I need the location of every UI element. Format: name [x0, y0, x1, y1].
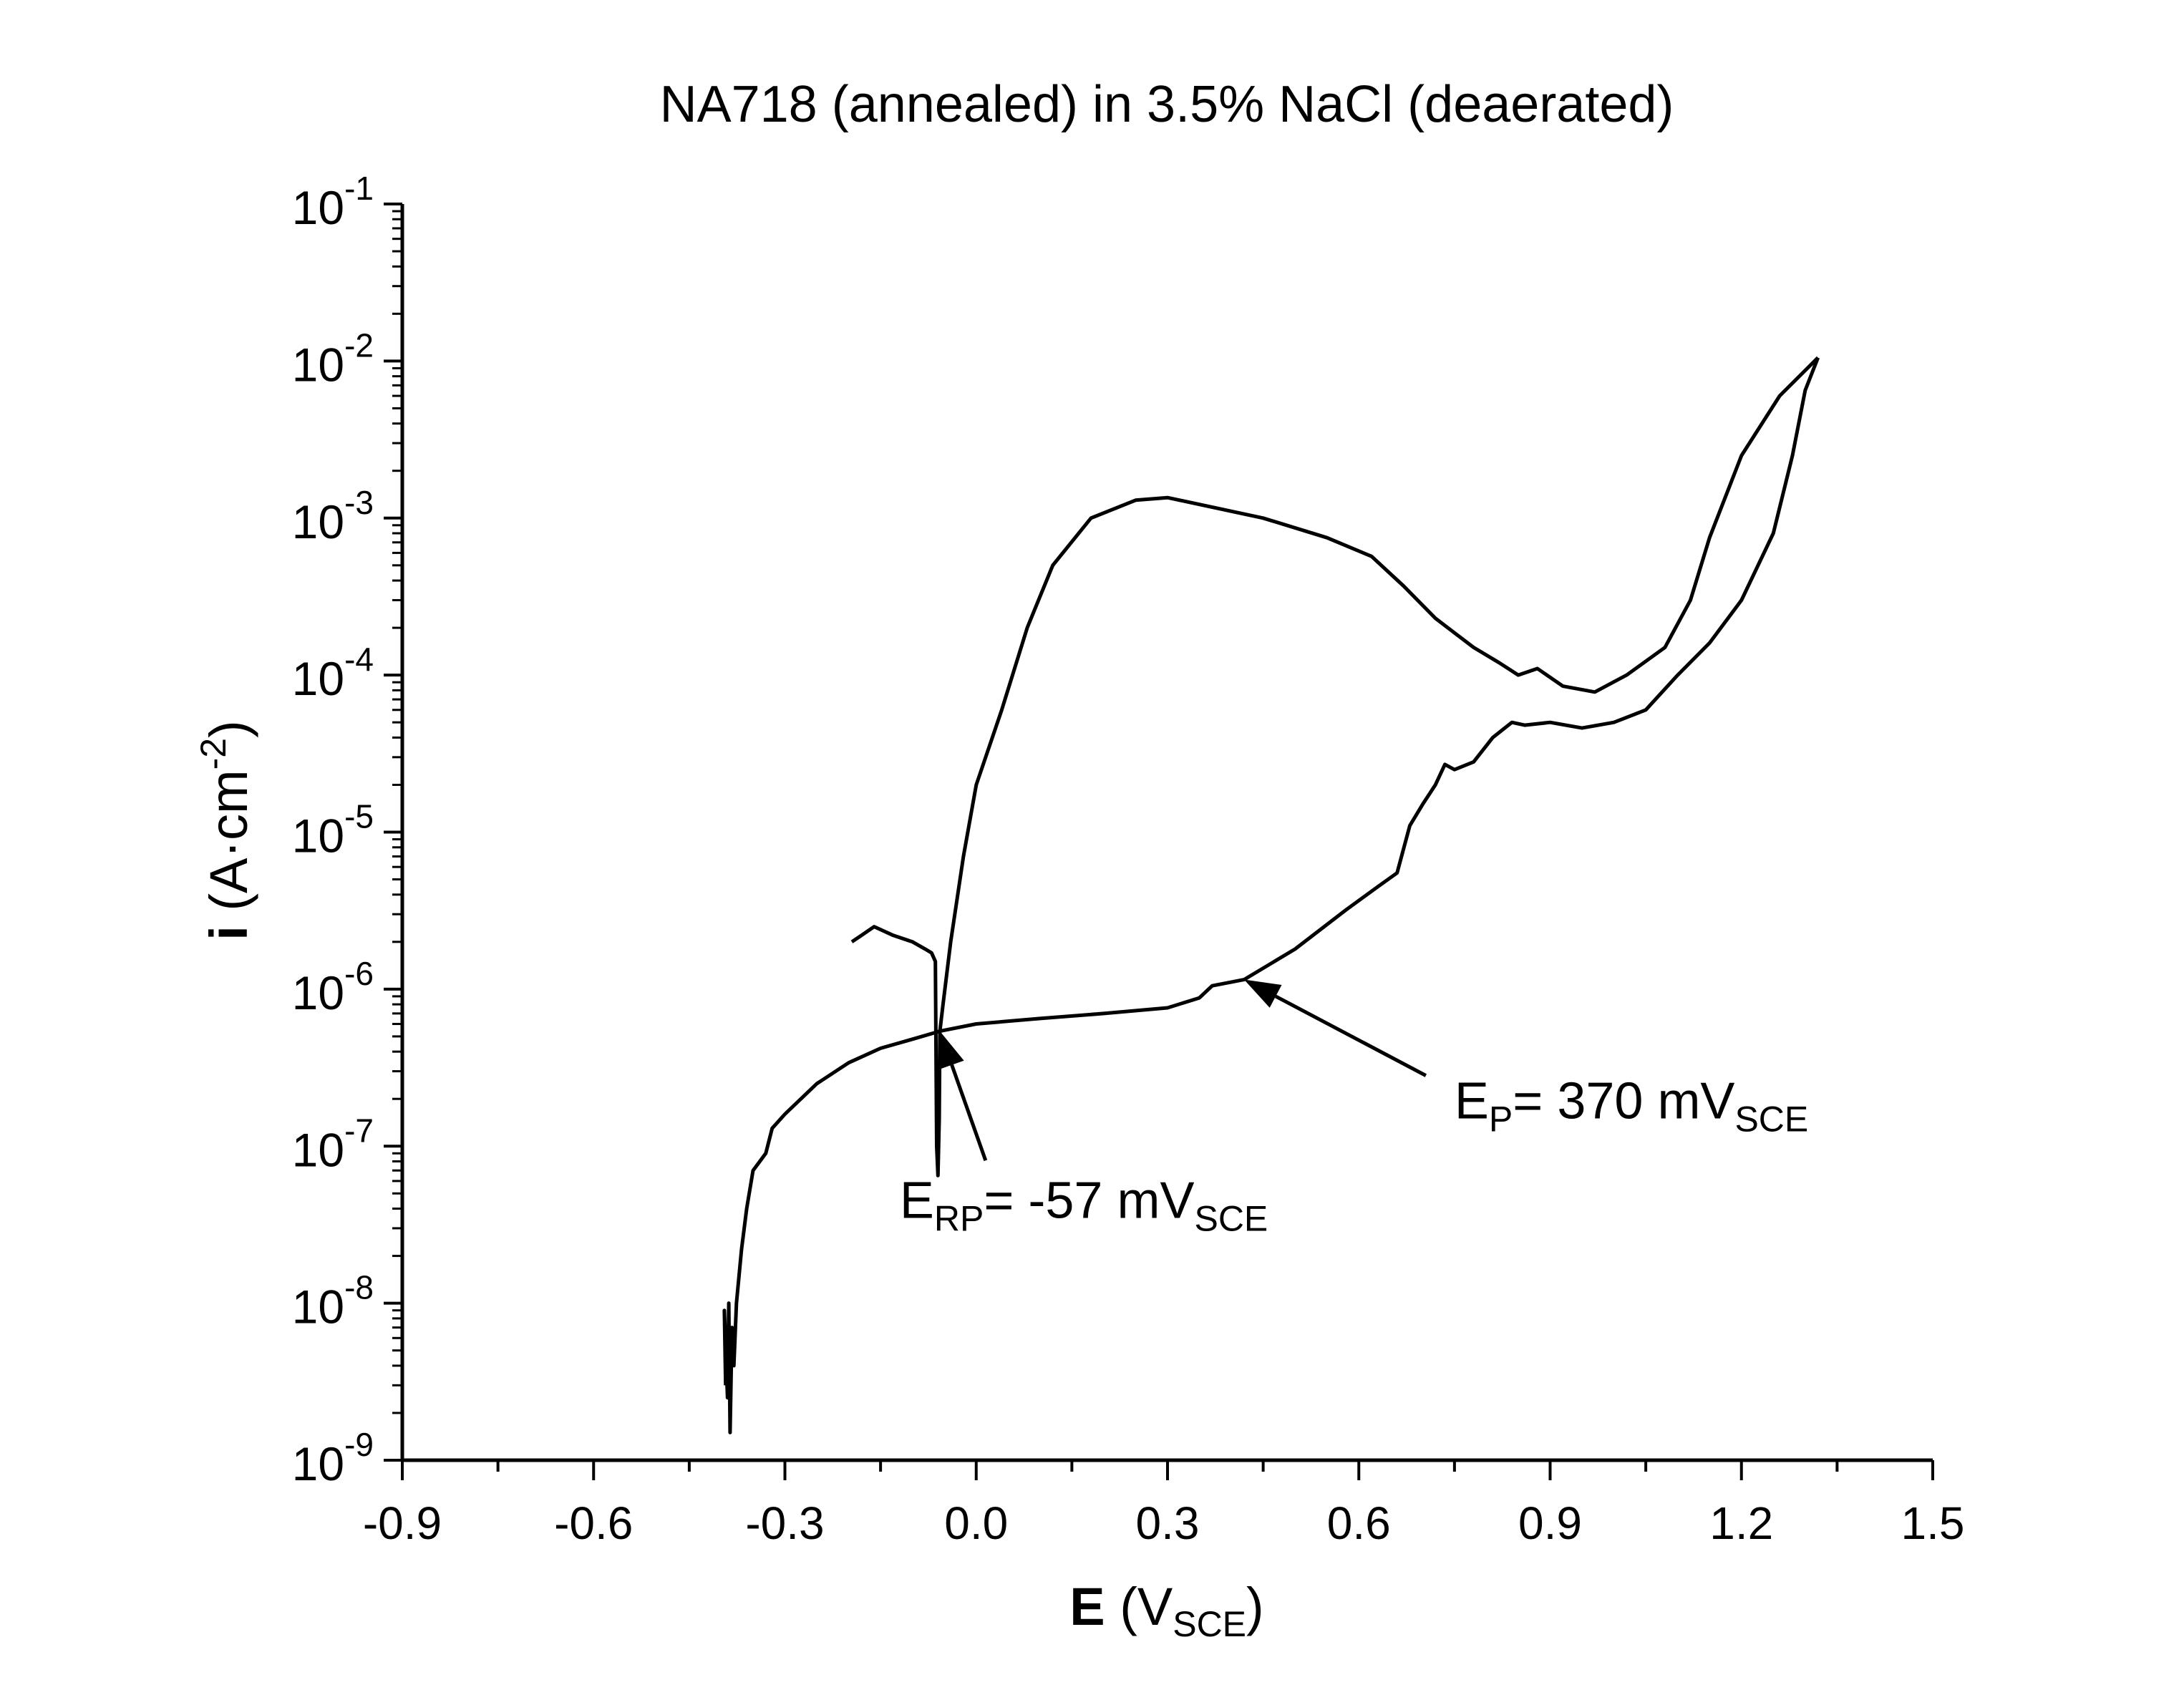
- y-tick-label: 10-9: [292, 1426, 374, 1490]
- y-axis-label: i (A·cm-2): [193, 720, 258, 941]
- y-tick-labels: 10-9 10-8 10-7 10-6 10-5 10-4 10-3 10-2 10-1: [292, 170, 374, 1490]
- x-tick-label: -0.6: [554, 1497, 633, 1549]
- axes: [384, 203, 1934, 1480]
- x-tick-label: -0.3: [745, 1497, 824, 1549]
- annotation-arrow-line: [1274, 994, 1427, 1077]
- x-tick-label: 0.3: [1136, 1497, 1200, 1549]
- chart-title: NA718 (annealed) in 3.5% NaCl (deaerated…: [660, 76, 1674, 133]
- annotation-arrow-head: [1243, 979, 1282, 1008]
- x-tick-label: 1.2: [1709, 1497, 1773, 1549]
- x-tick-label: 0.6: [1327, 1497, 1391, 1549]
- y-tick-label: 10-5: [292, 798, 374, 863]
- annotation-arrow-head: [939, 1031, 964, 1069]
- series-line-forward: [722, 356, 1820, 1434]
- series-line-reverse: [850, 356, 1820, 1177]
- y-tick-label: 10-1: [292, 170, 374, 234]
- x-tick-label: 1.5: [1901, 1497, 1965, 1549]
- annotation-arrow-line: [950, 1064, 988, 1162]
- x-tick-label: 0.9: [1518, 1497, 1582, 1549]
- x-tick-labels: -0.9 -0.6 -0.3 0.0 0.3 0.6 0.9 1.2 1.5: [363, 1497, 1965, 1549]
- x-axis-label: E (VSCE): [1069, 1577, 1263, 1644]
- annotation-label: ERP= -57 mVSCE: [900, 1172, 1268, 1238]
- x-tick-label: -0.9: [363, 1497, 442, 1549]
- annotations: ERP= -57 mVSCE EP= 370 mVSCE: [900, 979, 1808, 1238]
- x-tick-label: 0.0: [944, 1497, 1008, 1549]
- y-tick-label: 10-7: [292, 1112, 374, 1176]
- series-lines: [722, 356, 1820, 1434]
- y-tick-label: 10-8: [292, 1269, 374, 1334]
- annotation-label: EP= 370 mVSCE: [1455, 1073, 1808, 1140]
- y-tick-label: 10-2: [292, 326, 374, 391]
- y-tick-label: 10-4: [292, 641, 374, 705]
- y-tick-label: 10-3: [292, 484, 374, 548]
- y-tick-label: 10-6: [292, 955, 374, 1019]
